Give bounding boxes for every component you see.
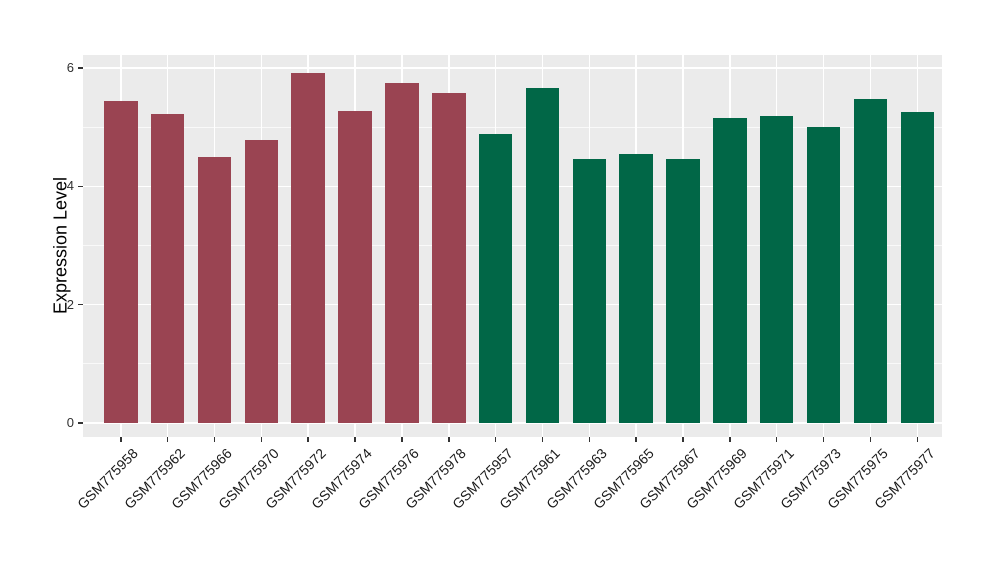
- bar: [478, 134, 513, 423]
- bar: [338, 110, 372, 423]
- minor-gridline: [83, 245, 942, 246]
- bar: [432, 93, 466, 423]
- y-axis-tick: [77, 303, 83, 306]
- y-axis-tick: [77, 185, 83, 188]
- bar: [104, 101, 138, 423]
- y-tick-label: 2: [66, 296, 74, 312]
- minor-gridline: [83, 126, 942, 128]
- bar: [197, 156, 232, 423]
- bar: [150, 113, 185, 423]
- x-axis-tick: [588, 437, 591, 442]
- x-axis-tick: [916, 437, 918, 442]
- x-axis-tick: [120, 437, 122, 442]
- major-gridline: [83, 185, 942, 188]
- x-axis-tick: [307, 437, 309, 442]
- bar: [806, 127, 841, 423]
- bar: [244, 140, 279, 423]
- bar: [572, 158, 607, 423]
- bar: [525, 87, 560, 423]
- bar: [900, 111, 934, 423]
- x-axis-tick: [448, 437, 450, 442]
- x-axis-tick: [541, 437, 544, 442]
- x-axis-tick: [775, 437, 778, 442]
- major-gridline: [83, 422, 942, 424]
- major-gridline: [83, 303, 942, 306]
- y-axis-title: Expression Level: [50, 176, 71, 315]
- x-axis-tick: [635, 437, 637, 442]
- bar: [619, 153, 653, 423]
- plot-panel: [83, 55, 942, 437]
- x-axis-tick: [869, 437, 872, 442]
- y-tick-label: 0: [66, 415, 74, 430]
- x-axis-tick: [729, 437, 731, 442]
- major-gridline: [83, 67, 942, 69]
- y-axis-tick: [77, 67, 83, 69]
- x-axis-tick: [401, 437, 403, 442]
- x-axis-tick: [494, 437, 497, 442]
- bar: [666, 159, 700, 423]
- bar: [291, 73, 325, 423]
- bar: [853, 99, 888, 423]
- x-axis-tick: [260, 437, 263, 442]
- bar: [713, 118, 747, 423]
- bar: [759, 115, 794, 423]
- y-tick-label: 4: [66, 178, 74, 194]
- y-axis-tick: [77, 422, 83, 424]
- minor-gridline: [83, 363, 942, 365]
- x-axis-tick: [354, 437, 356, 442]
- x-axis-tick: [166, 437, 169, 442]
- x-axis-tick: [822, 437, 825, 442]
- bar: [385, 83, 419, 423]
- x-axis-tick: [213, 437, 216, 442]
- x-axis-tick: [682, 437, 684, 442]
- y-tick-label: 6: [66, 59, 74, 75]
